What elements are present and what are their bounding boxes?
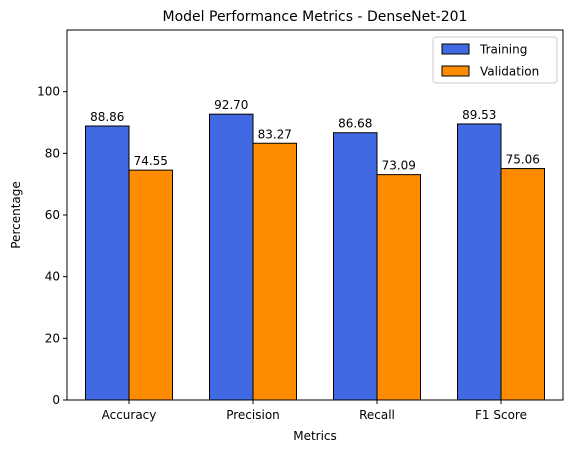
x-tick-label: Accuracy <box>102 408 157 422</box>
y-tick-label: 20 <box>45 331 60 345</box>
legend-label-validation: Validation <box>480 65 539 79</box>
bars-group <box>85 113 545 401</box>
bar-validation-accuracy <box>128 169 173 401</box>
data-label: 75.06 <box>506 153 540 167</box>
bar-training-precision <box>209 113 254 401</box>
data-label: 92.70 <box>214 98 248 112</box>
legend-swatch-validation <box>441 65 470 77</box>
bar-training-recall <box>333 132 378 401</box>
data-label: 73.09 <box>382 159 416 173</box>
y-tick-label: 80 <box>45 146 60 160</box>
data-label: 83.27 <box>258 127 292 141</box>
axes-group: 0 20 40 60 80 100 Accuracy Precision Recall F1 Sc… <box>37 29 564 422</box>
chart-title: Model Performance Metrics - DenseNet-201 <box>163 9 468 25</box>
y-axis-label: Percentage <box>9 181 23 249</box>
legend-label-training: Training <box>479 43 527 57</box>
y-tick-label: 60 <box>45 208 60 222</box>
x-tick-label: F1 Score <box>475 408 527 422</box>
x-axis-label: Metrics <box>293 429 337 443</box>
y-tick-label: 40 <box>45 270 60 284</box>
x-tick-label: Recall <box>359 408 395 422</box>
data-label: 88.86 <box>90 110 124 124</box>
data-label: 86.68 <box>338 117 372 131</box>
bar-validation-precision <box>252 142 297 401</box>
bar-training-accuracy <box>85 125 130 401</box>
data-labels-group: 88.86 74.55 92.70 83.27 86.68 73.09 89.53 75.06 <box>90 98 540 172</box>
bar-validation-recall <box>376 174 421 401</box>
legend: Training Validation <box>432 36 558 84</box>
bar-training-f1-score <box>457 123 502 401</box>
legend-swatch-training <box>441 43 470 55</box>
data-label: 74.55 <box>134 154 168 168</box>
y-tick-label: 0 <box>52 393 60 407</box>
y-tick-label: 100 <box>37 85 60 99</box>
data-label: 89.53 <box>462 108 496 122</box>
bar-validation-f1-score <box>500 168 545 401</box>
x-tick-label: Precision <box>226 408 280 422</box>
